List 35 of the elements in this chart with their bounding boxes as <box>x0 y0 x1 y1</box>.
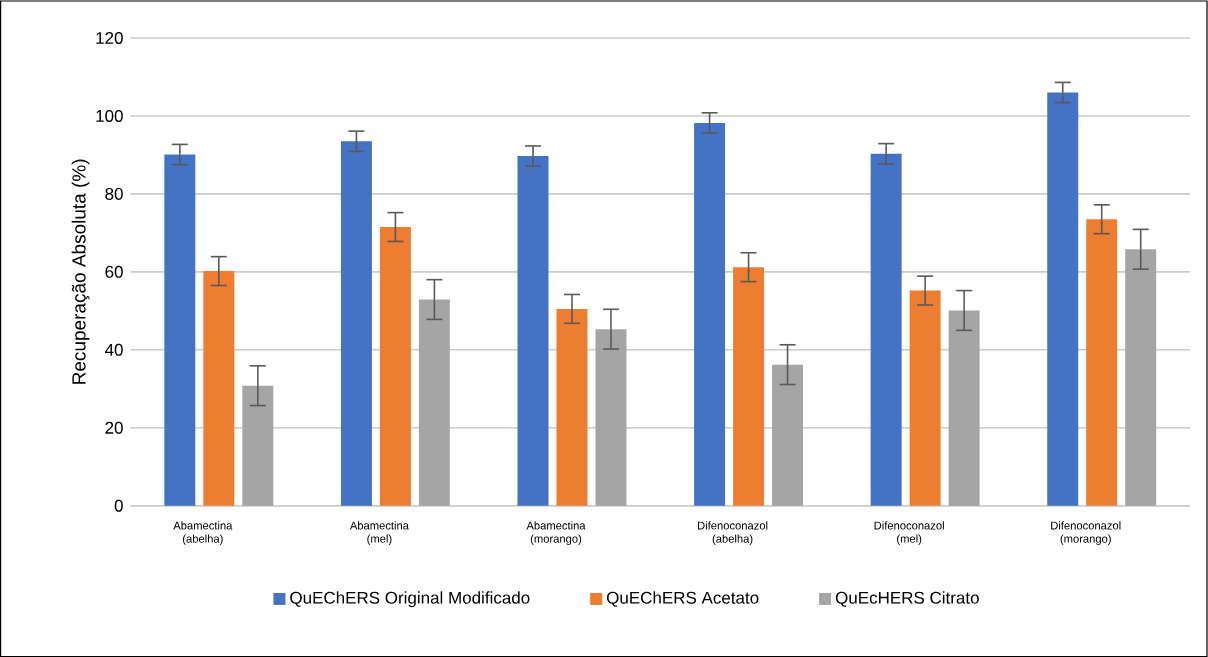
bar <box>203 270 235 506</box>
y-tick-label: 0 <box>114 499 123 512</box>
bar <box>909 290 941 506</box>
bar <box>379 226 411 506</box>
legend-label: QuEChERS Acetato <box>606 591 759 607</box>
bar <box>772 364 804 506</box>
x-tick-label: Difenoconazol (mel) <box>874 521 944 545</box>
bar <box>595 329 627 506</box>
bar <box>556 308 588 506</box>
bar <box>870 153 902 506</box>
bar <box>733 267 765 506</box>
y-tick-label: 100 <box>96 109 123 122</box>
x-tick-label: Abamectina (mel) <box>349 521 409 545</box>
bar <box>517 155 549 506</box>
y-axis-title: Recuperação Absoluta (%) <box>71 159 90 384</box>
y-tick-label: 80 <box>105 187 123 200</box>
bar <box>418 299 450 506</box>
y-tick-label: 120 <box>96 31 123 44</box>
bar <box>694 122 726 506</box>
x-tick-label: Difenoconazol (morango) <box>1051 521 1121 545</box>
y-tick-label: 40 <box>104 343 123 356</box>
bar <box>1047 92 1079 506</box>
x-tick-label: Difenoconazol (abelha) <box>698 521 768 545</box>
bar <box>242 385 274 506</box>
legend-label: QuEcHERS Citrato <box>835 591 979 607</box>
bar <box>340 141 372 506</box>
legend-label: QuEChERS Original Modificado <box>290 591 530 607</box>
y-tick-label: 20 <box>105 421 123 434</box>
bar <box>1086 219 1118 506</box>
y-tick-label: 60 <box>105 265 123 278</box>
x-tick-label: Abamectina (morango) <box>526 521 586 545</box>
bar <box>948 310 980 506</box>
bar <box>1125 249 1157 506</box>
x-tick-label: Abamectina (abelha) <box>173 521 233 545</box>
bar <box>164 154 196 506</box>
